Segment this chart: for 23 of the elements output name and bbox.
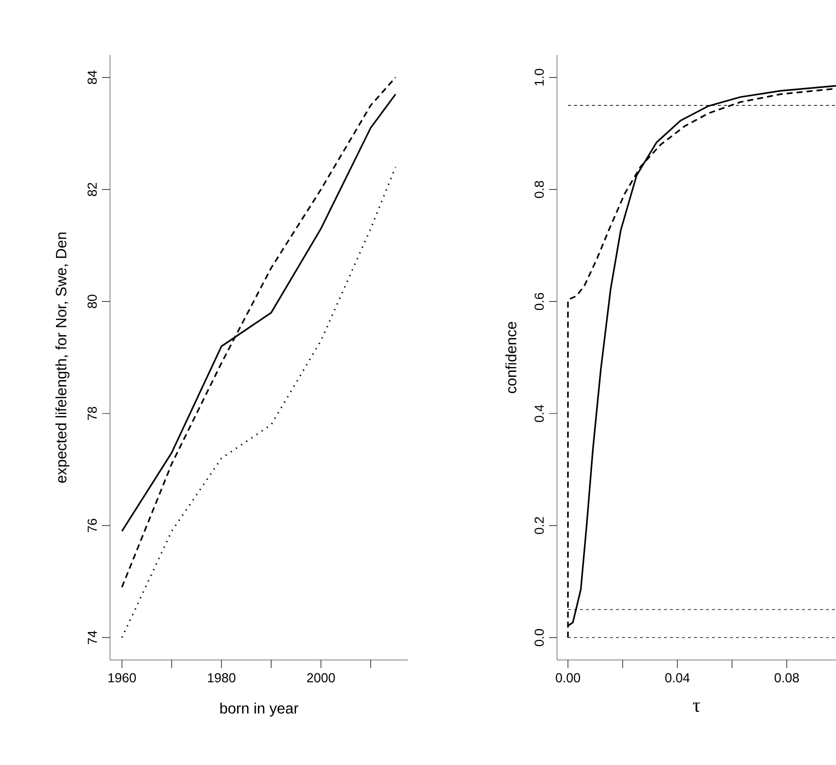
x-tick-label: 0.00: [556, 673, 580, 682]
y-tick-label: 80: [88, 294, 97, 308]
y-axis-title: expected lifelength, for Nor, Swe, Den: [55, 232, 70, 483]
x-tick-label: 1960: [108, 673, 136, 682]
y-tick-label: 74: [88, 630, 97, 644]
y-tick-label: 0.2: [534, 517, 544, 534]
y-tick-label: 0.6: [534, 293, 544, 310]
y-axis-title: confidence: [505, 322, 516, 394]
y-tick-label: 0.0: [534, 629, 544, 646]
y-tick-label: 84: [88, 70, 97, 84]
x-tick-label: 0.04: [665, 673, 690, 682]
y-tick-label: 82: [88, 182, 97, 196]
y-tick-label: 78: [88, 406, 97, 420]
x-axis-title: τ: [692, 702, 700, 712]
x-tick-label: 2000: [307, 673, 335, 682]
y-tick-label: 0.8: [534, 180, 544, 198]
y-tick-label: 1.0: [534, 68, 544, 86]
y-tick-label: 76: [88, 518, 97, 532]
x-axis-title: born in year: [220, 702, 298, 717]
x-tick-label: 1980: [208, 673, 236, 682]
line-series: [121, 166, 396, 638]
y-tick-label: 0.4: [534, 404, 544, 422]
x-tick-label: 0.08: [774, 673, 799, 682]
